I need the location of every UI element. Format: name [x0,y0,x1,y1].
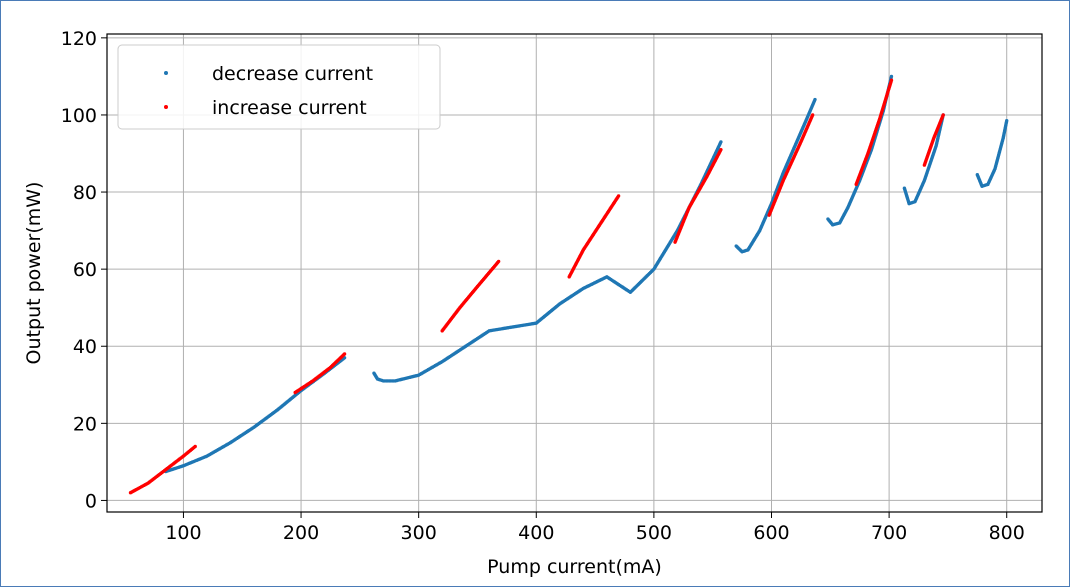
legend-marker-increase [164,105,168,109]
legend-box [117,44,441,130]
x-tick-label: 100 [165,522,201,544]
point-increase [719,147,723,152]
point-increase [193,444,197,449]
point-decrease [1005,119,1009,123]
point-decrease [719,140,723,144]
y-tick-label: 0 [85,490,97,512]
legend: decrease current increase current [117,44,441,130]
y-tick-label: 120 [61,28,97,50]
x-tick-label: 800 [989,522,1025,544]
legend-entry-increase-current: increase current [212,97,367,119]
y-tick-label: 40 [73,336,97,358]
x-tick-label: 700 [871,522,907,544]
x-axis-ticks: 100 200 300 400 500 600 700 800 [165,512,1025,544]
point-decrease [889,74,894,79]
point-increase [810,113,815,117]
legend-entry-decrease-current: decrease current [212,63,373,85]
legend-marker-decrease [164,71,168,75]
y-axis-label: Output power(mW) [23,182,45,365]
point-increase [889,78,894,82]
y-tick-label: 80 [73,182,97,204]
point-decrease [813,97,817,102]
x-tick-label: 600 [753,522,789,544]
y-axis-ticks: 0 20 40 60 80 100 120 [61,28,107,512]
x-axis-label: Pump current(mA) [487,556,662,578]
point-increase [941,113,945,117]
y-tick-label: 60 [73,259,97,281]
x-tick-label: 400 [518,522,554,544]
x-tick-label: 200 [283,522,319,544]
x-tick-label: 300 [401,522,437,544]
point-increase [496,259,501,264]
data-points [128,74,1009,495]
point-increase [616,194,621,198]
x-tick-label: 500 [636,522,672,544]
point-increase [342,352,347,356]
plot-area-border [106,33,1043,513]
y-tick-label: 100 [61,105,97,127]
y-tick-label: 20 [73,413,97,435]
